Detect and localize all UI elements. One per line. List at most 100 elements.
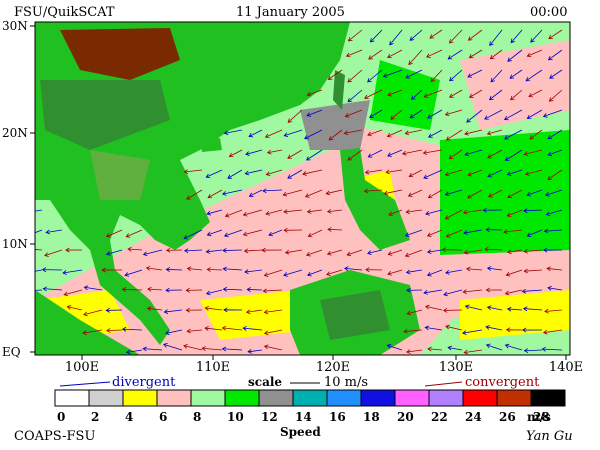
wind-arrow — [343, 266, 363, 272]
wind-arrow — [283, 269, 303, 277]
wind-arrow — [406, 287, 423, 293]
wind-arrow — [490, 69, 503, 83]
wind-arrow — [105, 229, 123, 238]
wind-arrow — [464, 304, 483, 311]
wind-arrow — [523, 208, 543, 214]
wind-arrow — [365, 267, 383, 273]
wind-arrow — [221, 189, 243, 196]
wind-arrow — [147, 286, 163, 292]
wind-arrow — [503, 109, 523, 121]
wind-arrow — [401, 149, 423, 156]
wind-arrow — [465, 266, 483, 272]
wind-arrow — [247, 349, 263, 354]
wind-arrow — [529, 129, 543, 140]
map — [35, 22, 570, 355]
wind-arrow — [448, 29, 463, 44]
wind-arrow — [545, 209, 563, 217]
wind-arrow — [522, 306, 543, 312]
wind-arrow — [328, 129, 343, 141]
footer-right: Yan Gu — [526, 429, 573, 444]
colorbar-label: 2 — [91, 410, 99, 424]
wind-arrow — [464, 149, 483, 157]
wind-arrow — [42, 286, 63, 292]
wind-arrow — [426, 49, 443, 58]
colorbar-unit: m/s — [527, 410, 551, 424]
wind-arrow — [404, 229, 423, 237]
wind-arrow — [248, 129, 263, 138]
wind-arrow — [45, 229, 63, 235]
wind-arrow — [223, 229, 243, 238]
wind-arrow — [35, 249, 43, 251]
wind-arrow — [105, 307, 123, 313]
wind-arrow — [287, 169, 303, 179]
wind-arrow — [405, 269, 423, 275]
product-title: FSU/QuikSCAT — [14, 5, 115, 20]
wind-arrow — [387, 269, 403, 276]
wind-arrow — [405, 209, 423, 215]
wind-arrow — [504, 129, 523, 140]
wind-arrow — [444, 169, 463, 177]
wind-arrow — [142, 346, 163, 352]
wind-arrow — [523, 348, 543, 353]
wind-arrow — [368, 49, 383, 60]
wind-arrow — [526, 229, 543, 238]
wind-arrow — [121, 326, 143, 332]
wind-arrow — [282, 189, 303, 197]
colorbar-swatch — [88, 389, 124, 407]
wind-arrow — [487, 169, 503, 178]
wind-arrow — [121, 287, 143, 292]
wind-arrow — [426, 249, 443, 255]
wind-arrow — [547, 285, 563, 291]
wind-arrow — [525, 69, 543, 82]
wind-arrow — [410, 89, 423, 101]
wind-arrow — [390, 109, 403, 120]
wind-arrow — [425, 209, 443, 216]
wind-arrow — [385, 169, 403, 175]
wind-arrow — [242, 229, 263, 237]
wind-arrow — [521, 327, 543, 333]
wind-arrow — [486, 305, 503, 311]
wind-arrow — [403, 328, 423, 334]
wind-arrow — [284, 249, 303, 255]
wind-arrow — [347, 149, 363, 161]
wind-arrow — [467, 169, 483, 177]
wind-arrow — [530, 29, 543, 43]
wind-arrow — [387, 49, 403, 59]
lon-label: 110E — [196, 360, 230, 375]
wind-arrow — [424, 304, 443, 311]
wind-arrow — [507, 49, 523, 62]
wind-arrow — [306, 89, 323, 97]
wind-arrow — [427, 346, 443, 352]
wind-arrow — [488, 189, 503, 198]
wind-arrow — [44, 249, 63, 257]
wind-arrow — [65, 247, 83, 253]
wind-arrow — [386, 129, 403, 138]
wind-arrow — [265, 209, 283, 216]
wind-arrow — [206, 209, 223, 216]
colorbar-label: 16 — [329, 410, 346, 424]
wind-arrow — [463, 229, 483, 235]
wind-arrow — [485, 287, 503, 293]
colorbar-label: 14 — [295, 410, 312, 424]
wind-arrow — [468, 49, 483, 59]
wind-arrow — [487, 149, 503, 159]
wind-arrow — [35, 229, 43, 234]
wind-arrow — [185, 307, 203, 313]
legend-convergent: convergent — [465, 375, 540, 390]
wind-arrow — [505, 327, 523, 333]
wind-arrow — [523, 248, 543, 254]
wind-arrow — [387, 149, 403, 157]
lat-label: 30N — [2, 19, 28, 33]
wind-arrow — [547, 49, 563, 61]
legend-divergent: divergent — [112, 375, 176, 390]
wind-arrow — [407, 189, 423, 197]
wind-arrow — [484, 109, 503, 120]
wind-arrow — [206, 267, 223, 272]
wind-arrow — [486, 266, 503, 271]
wind-arrow — [427, 189, 443, 199]
wind-arrow — [222, 286, 243, 292]
wind-arrow — [387, 89, 403, 97]
wind-arrow — [510, 29, 523, 44]
wind-arrow — [263, 329, 283, 336]
wind-arrow — [408, 169, 423, 178]
